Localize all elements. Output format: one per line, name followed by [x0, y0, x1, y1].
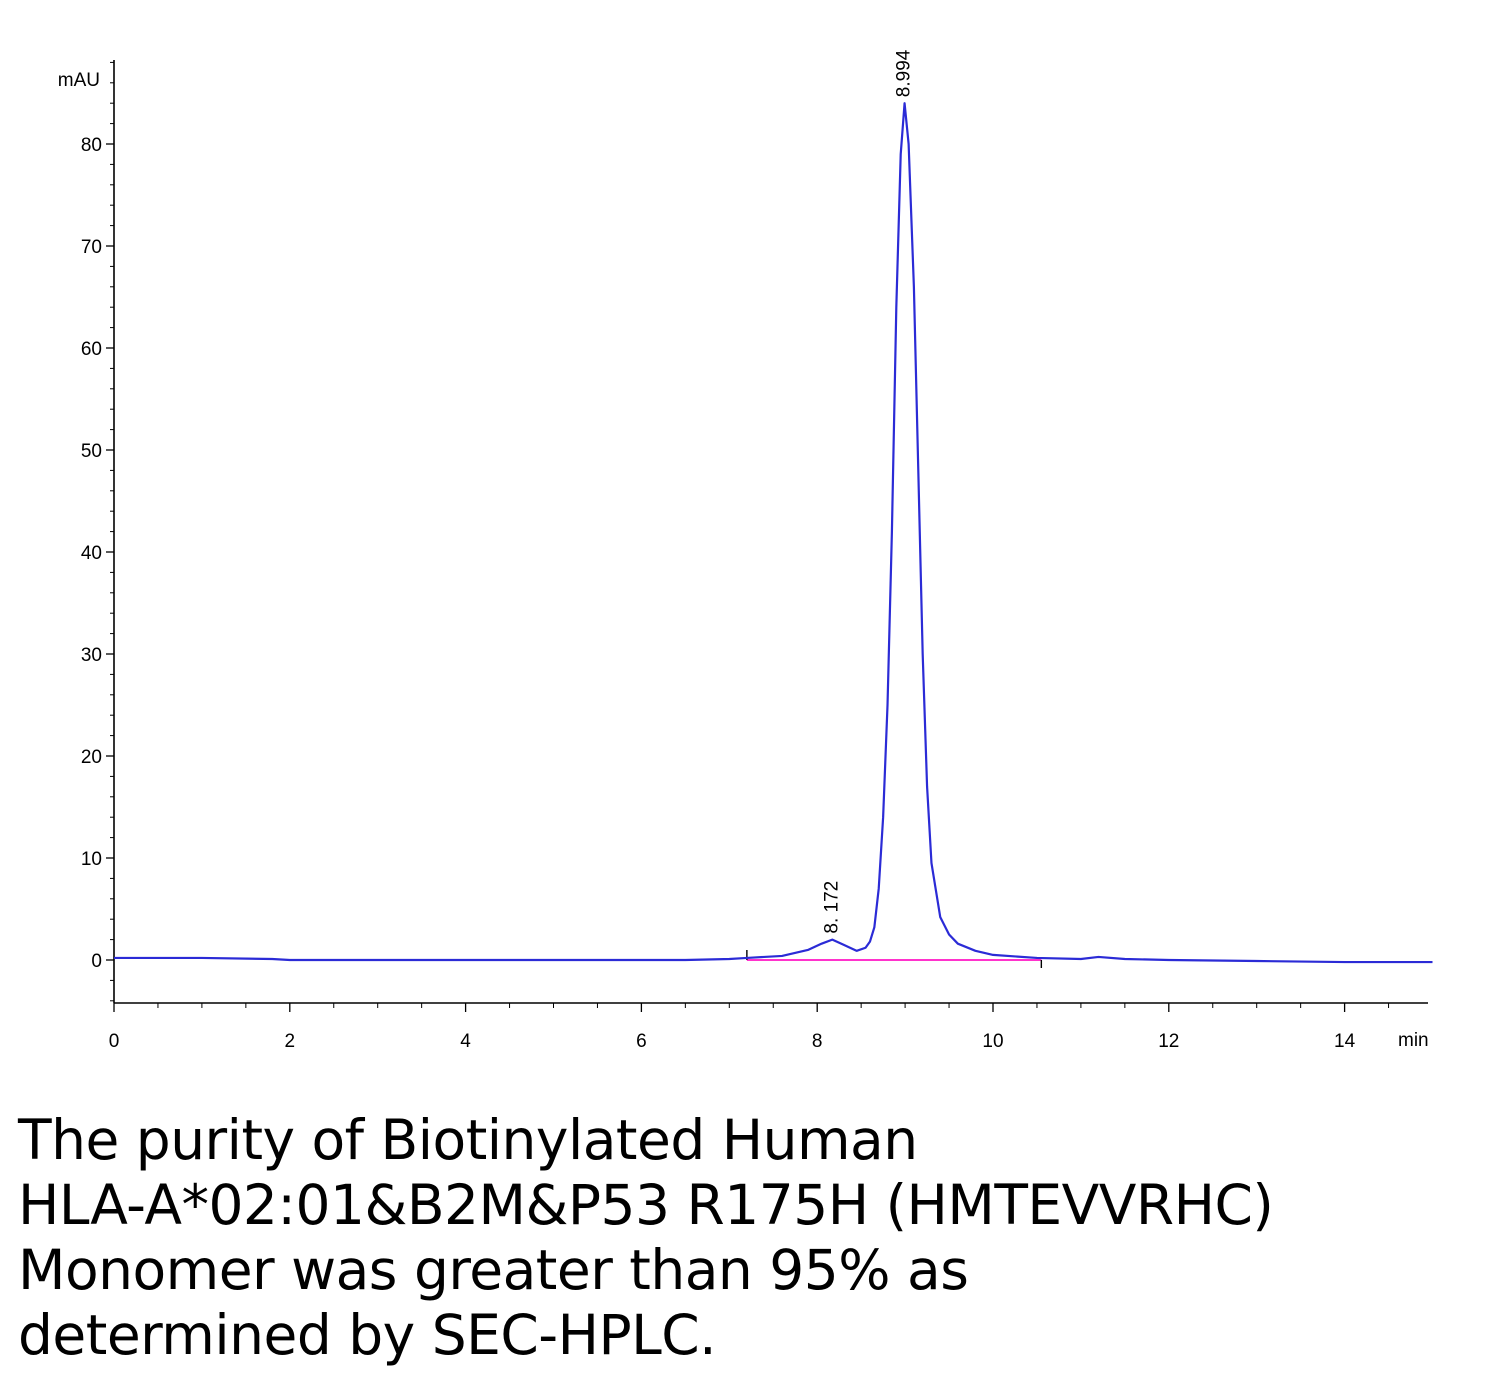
y-tick-label: 30: [81, 645, 102, 666]
caption-line: HLA-A*02:01&B2M&P53 R175H (HMTEVVRHC): [18, 1173, 1274, 1237]
x-tick-label: 0: [109, 1031, 120, 1052]
chromatogram-chart: 0 10 20 30 40 50 60 70 80 0 2 4 6 8 10 12 14 mAU min 8. …: [58, 49, 1433, 1052]
x-tick-label: 2: [285, 1031, 296, 1052]
caption-line: Monomer was greater than 95% as: [18, 1238, 969, 1302]
peak-label: 8. 172: [821, 881, 842, 934]
y-tick-label: 20: [81, 747, 102, 768]
peak-label: 8.994: [894, 49, 915, 97]
caption: The purity of Biotinylated Human HLA-A*0…: [18, 1108, 1478, 1368]
caption-line: The purity of Biotinylated Human: [18, 1108, 918, 1172]
chromatogram-trace: [114, 102, 1433, 964]
y-axis-label: mAU: [58, 70, 100, 91]
y-tick-label: 70: [81, 237, 102, 258]
y-tick-label: 0: [91, 951, 102, 972]
x-tick-label: 12: [1158, 1031, 1179, 1052]
y-tick-label: 50: [81, 441, 102, 462]
x-tick-label: 4: [460, 1031, 471, 1052]
caption-line: determined by SEC-HPLC.: [18, 1303, 717, 1367]
y-tick-label: 80: [81, 135, 102, 156]
x-tick-label: 8: [812, 1031, 823, 1052]
y-tick-label: 10: [81, 849, 102, 870]
x-axis-label: min: [1398, 1030, 1429, 1051]
x-tick-label: 6: [636, 1031, 647, 1052]
y-tick-label: 40: [81, 543, 102, 564]
x-tick-label: 14: [1334, 1031, 1356, 1052]
y-tick-label: 60: [81, 339, 102, 360]
x-tick-label: 10: [982, 1031, 1003, 1052]
